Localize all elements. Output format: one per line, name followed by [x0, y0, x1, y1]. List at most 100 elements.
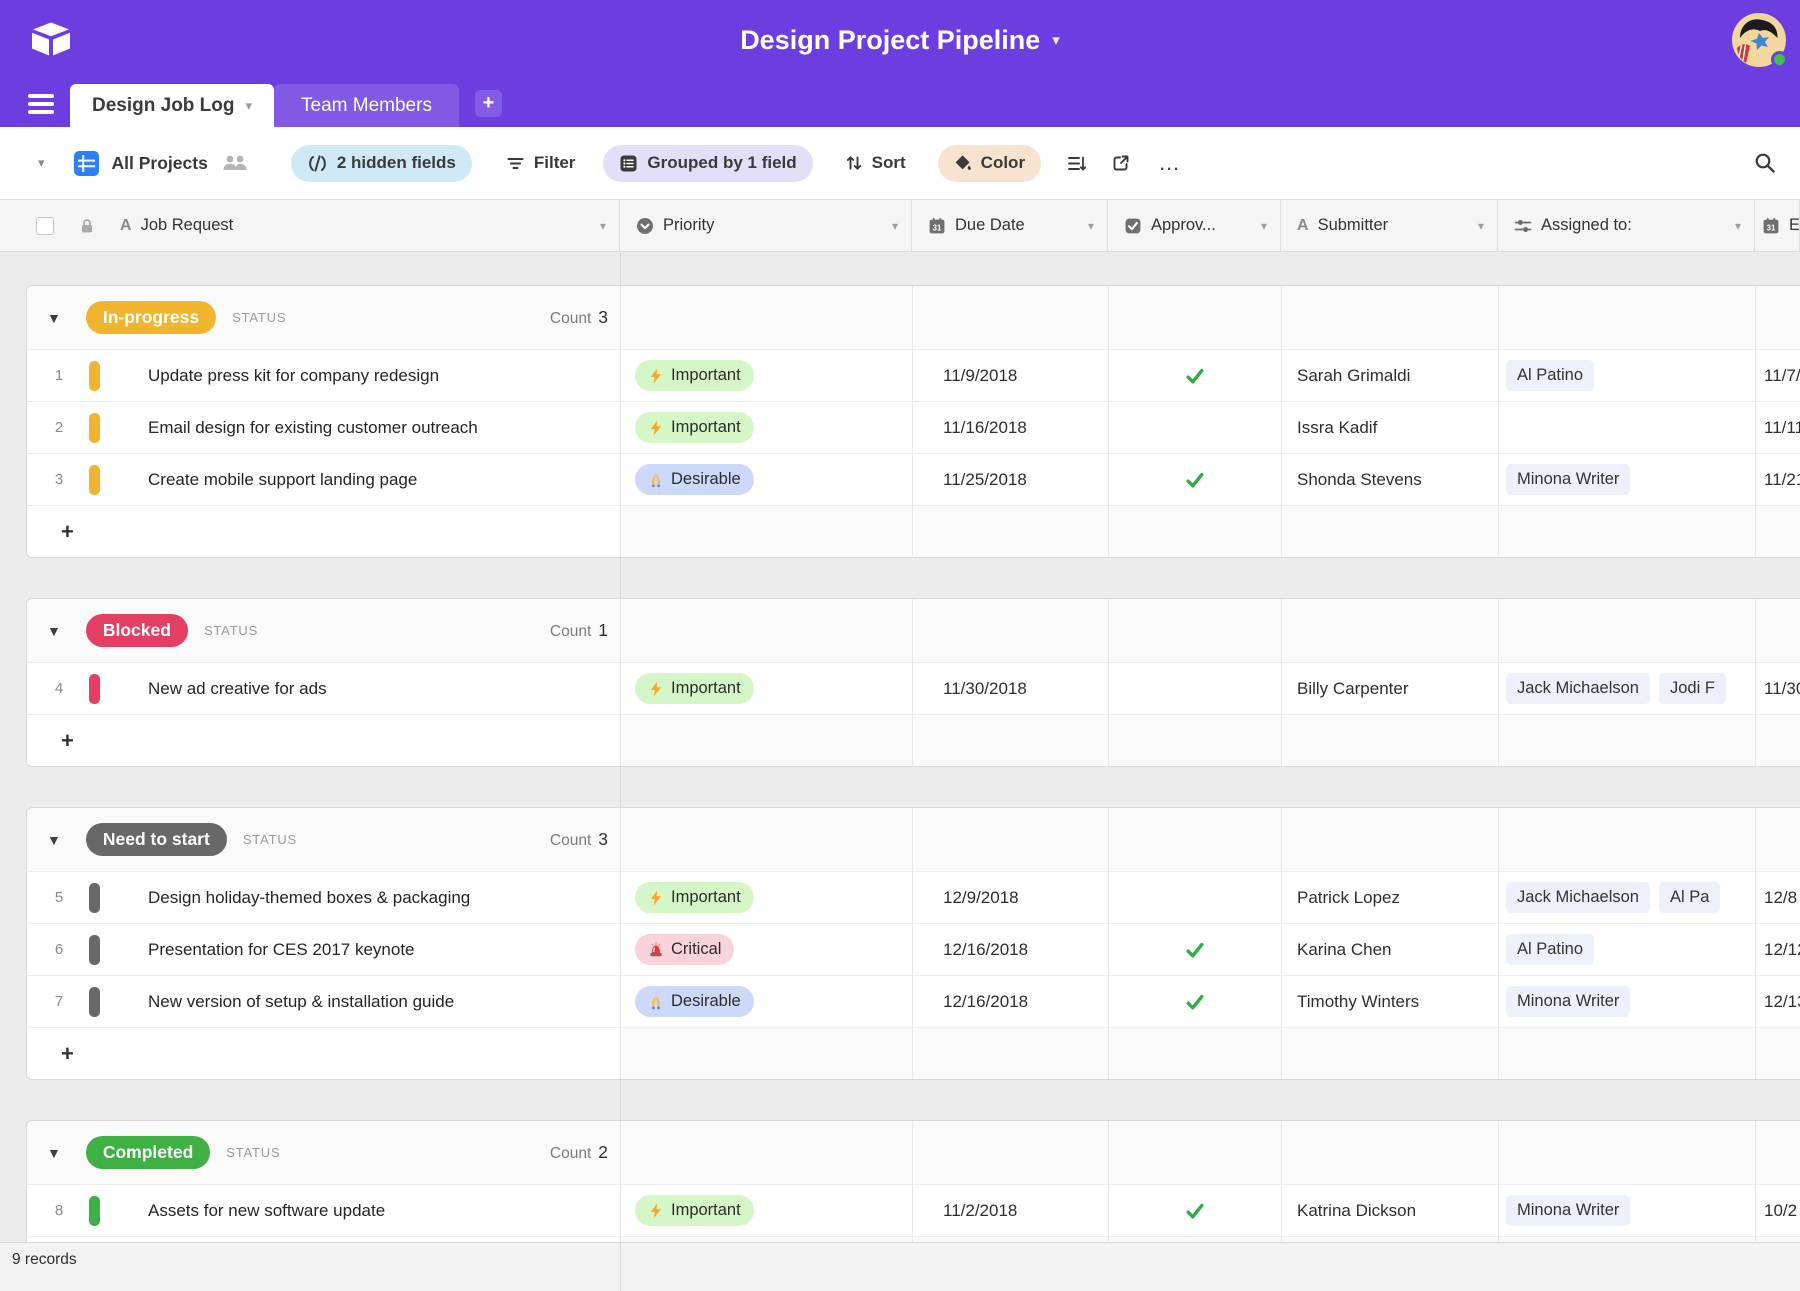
job-request-cell[interactable]: 2 Email design for existing customer out…: [27, 402, 621, 453]
group-status-pill[interactable]: Completed: [86, 1136, 210, 1169]
end-date-cell[interactable]: 11/30: [1756, 663, 1800, 714]
collapse-group-icon[interactable]: ▼: [47, 310, 61, 326]
more-options-button[interactable]: …: [1158, 158, 1182, 168]
color-button[interactable]: Color: [938, 145, 1041, 182]
due-date-cell[interactable]: 11/30/2018: [913, 663, 1109, 714]
add-record-cell[interactable]: +: [27, 1237, 621, 1242]
end-date-cell[interactable]: 11/21: [1756, 454, 1800, 505]
collapse-group-icon[interactable]: ▼: [47, 623, 61, 639]
add-record-cell[interactable]: +: [27, 506, 621, 557]
submitter-cell[interactable]: Shonda Stevens: [1282, 454, 1499, 505]
column-header-end-date[interactable]: E: [1755, 200, 1800, 251]
priority-cell[interactable]: Important: [621, 1185, 913, 1236]
user-avatar[interactable]: [1732, 13, 1786, 67]
column-header-priority[interactable]: Priority ▾: [620, 200, 912, 251]
due-date-cell[interactable]: 11/25/2018: [913, 454, 1109, 505]
airtable-logo-icon[interactable]: [30, 22, 72, 58]
group-status-pill[interactable]: Need to start: [86, 823, 227, 856]
approved-cell[interactable]: [1109, 872, 1282, 923]
share-view-button[interactable]: [1112, 154, 1130, 172]
approved-cell[interactable]: [1109, 454, 1282, 505]
assigned-cell[interactable]: Jack MichaelsonJodi F: [1499, 663, 1756, 714]
group-button[interactable]: Grouped by 1 field: [603, 145, 812, 182]
add-record-cell[interactable]: +: [27, 1028, 621, 1079]
job-request-cell[interactable]: 8 Assets for new software update: [27, 1185, 621, 1236]
job-request-cell[interactable]: 5 Design holiday-themed boxes & packagin…: [27, 872, 621, 923]
tab-team-members[interactable]: Team Members: [274, 84, 459, 127]
end-date-cell[interactable]: 12/8: [1756, 872, 1800, 923]
add-record-button[interactable]: +: [61, 519, 74, 545]
due-date-cell[interactable]: 12/9/2018: [913, 872, 1109, 923]
view-name[interactable]: All Projects: [112, 153, 208, 174]
end-date-cell[interactable]: 12/12: [1756, 924, 1800, 975]
approved-cell[interactable]: [1109, 350, 1282, 401]
end-date-cell[interactable]: 12/13: [1756, 976, 1800, 1027]
priority-cell[interactable]: Important: [621, 663, 913, 714]
due-date-cell[interactable]: 11/2/2018: [913, 1185, 1109, 1236]
job-request-cell[interactable]: 1 Update press kit for company redesign: [27, 350, 621, 401]
tab-caret-icon[interactable]: ▾: [246, 98, 253, 114]
view-sidebar-caret-icon[interactable]: ▾: [38, 155, 45, 171]
column-caret-icon[interactable]: ▾: [1088, 219, 1094, 233]
assigned-cell[interactable]: Minona Writer: [1499, 1185, 1756, 1236]
collapse-group-icon[interactable]: ▼: [47, 832, 61, 848]
collaborators-icon[interactable]: [221, 154, 249, 172]
assigned-cell[interactable]: [1499, 402, 1756, 453]
column-header-approved[interactable]: Approv... ▾: [1108, 200, 1281, 251]
submitter-cell[interactable]: Katrina Dickson: [1282, 1185, 1499, 1236]
filter-button[interactable]: Filter: [490, 145, 592, 182]
sort-button[interactable]: Sort: [829, 145, 922, 182]
approved-cell[interactable]: [1109, 924, 1282, 975]
column-caret-icon[interactable]: ▾: [1478, 219, 1484, 233]
add-record-button[interactable]: +: [61, 1041, 74, 1067]
job-request-cell[interactable]: 3 Create mobile support landing page: [27, 454, 621, 505]
hidden-fields-button[interactable]: 2 hidden fields: [291, 145, 472, 182]
priority-cell[interactable]: Desirable: [621, 976, 913, 1027]
column-header-due-date[interactable]: Due Date ▾: [912, 200, 1108, 251]
job-request-cell[interactable]: 6 Presentation for CES 2017 keynote: [27, 924, 621, 975]
priority-cell[interactable]: Critical: [621, 924, 913, 975]
submitter-cell[interactable]: Timothy Winters: [1282, 976, 1499, 1027]
assigned-cell[interactable]: Minona Writer: [1499, 454, 1756, 505]
tab-design-job-log[interactable]: Design Job Log ▾: [70, 84, 274, 127]
submitter-cell[interactable]: Patrick Lopez: [1282, 872, 1499, 923]
priority-cell[interactable]: Important: [621, 872, 913, 923]
row-height-button[interactable]: [1067, 155, 1086, 172]
due-date-cell[interactable]: 11/9/2018: [913, 350, 1109, 401]
priority-cell[interactable]: Important: [621, 402, 913, 453]
end-date-cell[interactable]: 10/2: [1756, 1185, 1800, 1236]
base-title[interactable]: Design Project Pipeline: [740, 25, 1040, 56]
assigned-cell[interactable]: Jack MichaelsonAl Pa: [1499, 872, 1756, 923]
approved-cell[interactable]: [1109, 663, 1282, 714]
menu-hamburger-icon[interactable]: [28, 94, 54, 114]
priority-cell[interactable]: Desirable: [621, 454, 913, 505]
submitter-cell[interactable]: Issra Kadif: [1282, 402, 1499, 453]
group-status-pill[interactable]: Blocked: [86, 614, 188, 647]
end-date-cell[interactable]: 11/7/: [1756, 350, 1800, 401]
end-date-cell[interactable]: 11/11: [1756, 402, 1800, 453]
column-header-submitter[interactable]: A Submitter ▾: [1281, 200, 1498, 251]
search-button[interactable]: [1754, 152, 1776, 174]
column-caret-icon[interactable]: ▾: [892, 219, 898, 233]
assigned-cell[interactable]: Al Patino: [1499, 350, 1756, 401]
select-all-checkbox[interactable]: [36, 217, 54, 235]
due-date-cell[interactable]: 11/16/2018: [913, 402, 1109, 453]
submitter-cell[interactable]: Karina Chen: [1282, 924, 1499, 975]
approved-cell[interactable]: [1109, 1185, 1282, 1236]
base-title-caret-icon[interactable]: ▾: [1052, 31, 1060, 49]
column-caret-icon[interactable]: ▾: [1735, 219, 1741, 233]
due-date-cell[interactable]: 12/16/2018: [913, 924, 1109, 975]
column-header-assigned-to[interactable]: Assigned to: ▾: [1498, 200, 1755, 251]
column-header-job-request[interactable]: A Job Request ▾: [0, 200, 620, 251]
job-request-cell[interactable]: 7 New version of setup & installation gu…: [27, 976, 621, 1027]
add-record-cell[interactable]: +: [27, 715, 621, 766]
add-table-button[interactable]: +: [475, 90, 502, 117]
column-caret-icon[interactable]: ▾: [600, 219, 606, 233]
approved-cell[interactable]: [1109, 976, 1282, 1027]
submitter-cell[interactable]: Sarah Grimaldi: [1282, 350, 1499, 401]
job-request-cell[interactable]: 4 New ad creative for ads: [27, 663, 621, 714]
collapse-group-icon[interactable]: ▼: [47, 1145, 61, 1161]
add-record-button[interactable]: +: [61, 728, 74, 754]
column-caret-icon[interactable]: ▾: [1261, 219, 1267, 233]
submitter-cell[interactable]: Billy Carpenter: [1282, 663, 1499, 714]
